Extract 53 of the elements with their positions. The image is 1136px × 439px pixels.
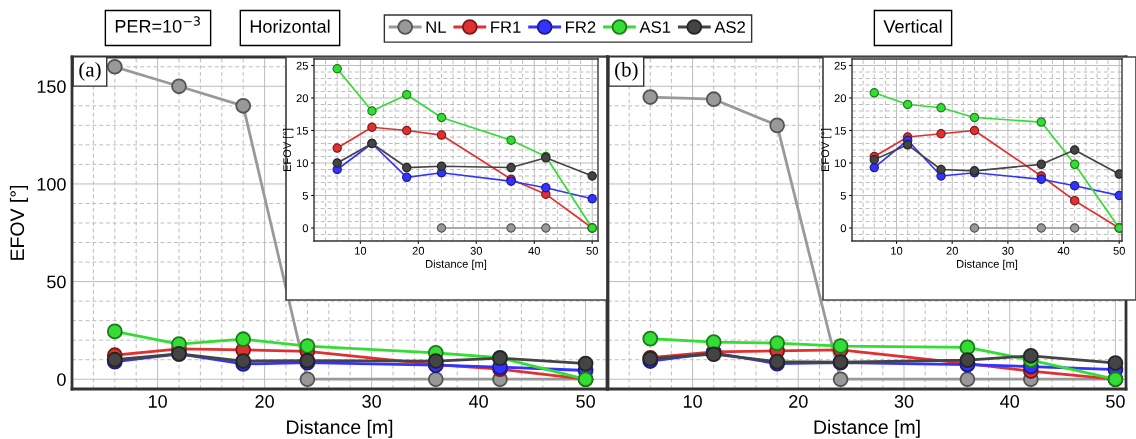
y-tick-label: 5 — [840, 191, 846, 200]
text: PER=10$^{−3}$ — [115, 16, 200, 33]
x-tick-label: 10 — [355, 246, 367, 255]
x-tick-label: 40 — [528, 246, 540, 255]
y-tick-label: 25 — [834, 61, 846, 70]
x-tick-label: 50 — [586, 246, 598, 255]
x-tick-label: 40 — [1000, 395, 1020, 408]
x-axis-title: Distance [m] — [287, 419, 393, 438]
legend-label: AS2 — [714, 21, 745, 34]
x-axis-title: Distance [m] — [957, 259, 1018, 271]
legend-label: AS1 — [639, 21, 671, 34]
x-tick-label: 50 — [1113, 246, 1125, 255]
y-tick-label: 0 — [302, 224, 309, 233]
x-tick-label: 40 — [1057, 246, 1070, 255]
x-tick-label: 30 — [362, 395, 381, 408]
annotation: (b) — [615, 61, 638, 81]
x-axis-title: Distance [m] — [814, 419, 920, 438]
y-tick-label: 25 — [296, 61, 308, 70]
y-tick-label: 0 — [57, 373, 66, 386]
x-tick-label: 30 — [470, 246, 483, 255]
text: Vertical — [883, 19, 942, 33]
x-tick-label: 20 — [412, 246, 425, 255]
x-tick-label: 30 — [1002, 246, 1014, 255]
y-axis-title: EFOV [°] — [820, 128, 832, 172]
x-tick-label: 40 — [468, 395, 488, 408]
legend-label: FR2 — [566, 21, 596, 33]
x-tick-label: 30 — [894, 395, 914, 408]
y-tick-label: 15 — [834, 126, 846, 135]
y-tick-label: 50 — [47, 275, 66, 289]
y-axis-title: EFOV [°] — [9, 185, 28, 260]
y-axis-title: EFOV [°] — [282, 128, 294, 172]
x-tick-label: 20 — [789, 395, 808, 408]
y-tick-label: 20 — [296, 94, 309, 103]
y-tick-label: 15 — [296, 126, 308, 135]
text: Horizontal — [250, 19, 330, 33]
x-tick-label: 20 — [946, 246, 958, 255]
y-tick-label: 150 — [37, 80, 66, 94]
legend-label: NL — [426, 21, 446, 33]
legend-label: FR1 — [491, 21, 521, 33]
x-axis-title: Distance [m] — [426, 259, 487, 271]
annotation: (a) — [79, 61, 101, 81]
x-tick-label: 10 — [891, 246, 903, 255]
y-tick-label: 100 — [37, 177, 66, 191]
y-tick-label: 20 — [834, 94, 847, 103]
x-tick-label: 50 — [1106, 395, 1125, 408]
y-tick-label: 5 — [302, 191, 308, 200]
x-tick-label: 10 — [683, 395, 702, 408]
y-tick-label: 10 — [834, 159, 847, 168]
y-tick-label: 10 — [296, 159, 309, 168]
x-tick-label: 50 — [576, 395, 595, 408]
x-tick-label: 10 — [148, 395, 167, 408]
y-tick-label: 0 — [840, 224, 847, 233]
x-tick-label: 20 — [255, 395, 274, 408]
